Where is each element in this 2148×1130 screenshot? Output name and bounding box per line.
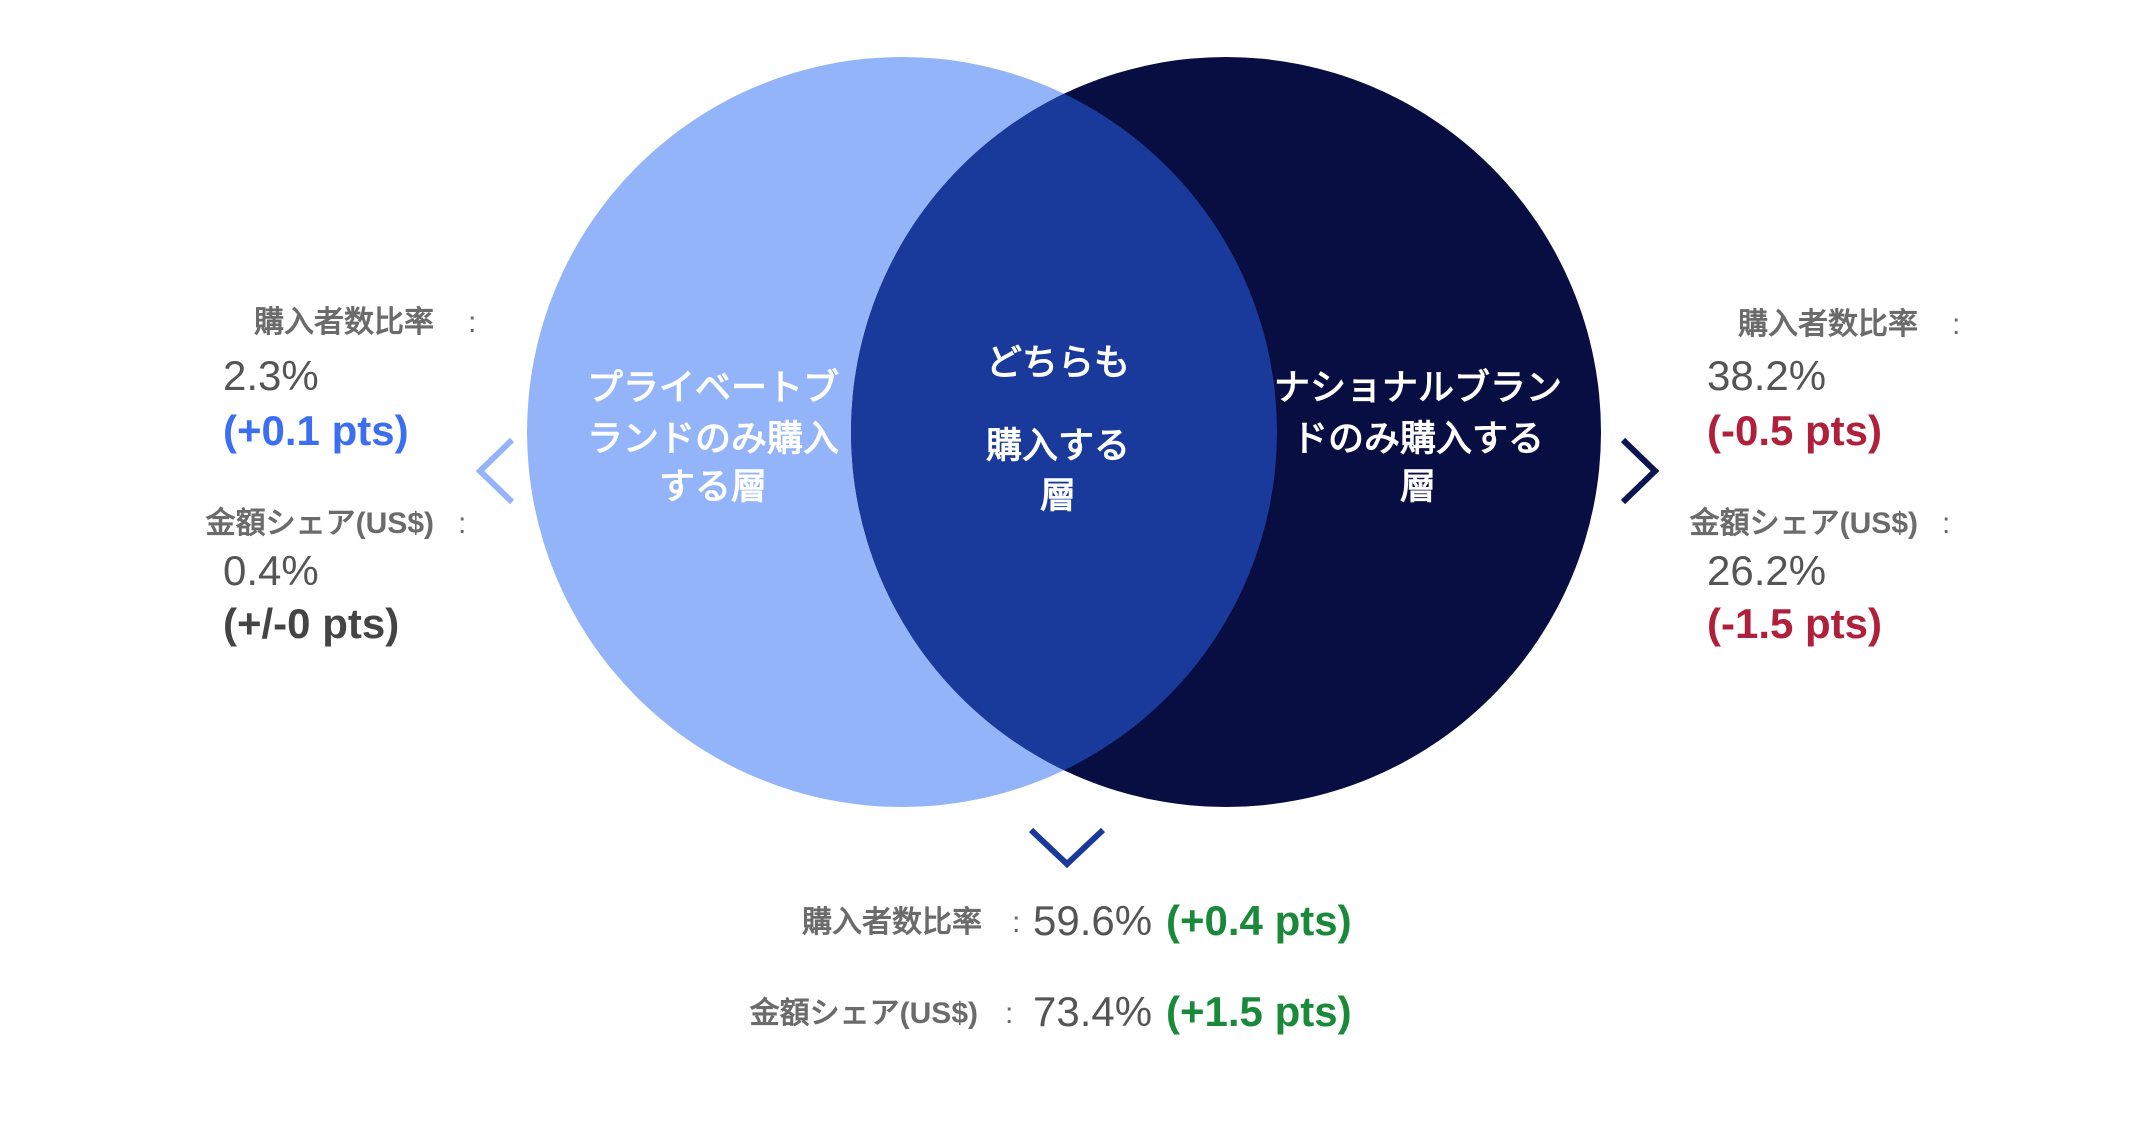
- stat-value: 26.2%: [1707, 547, 1826, 594]
- stat-value: 2.3%: [223, 352, 319, 399]
- both-title: どちらも: [986, 342, 1130, 383]
- left-title: する層: [659, 466, 767, 507]
- right-title: ドのみ購入する: [1292, 418, 1544, 459]
- stat-change: (+0.4 pts): [1166, 897, 1352, 944]
- right-title: ナショナルブラン: [1274, 367, 1562, 408]
- stat-label: 購入者数比率: [254, 306, 434, 339]
- stat-label: 購入者数比率: [802, 906, 982, 939]
- stat-value: 73.4%: [1033, 988, 1152, 1035]
- stat-change: (+1.5 pts): [1166, 988, 1352, 1035]
- left-chevron: [475, 437, 515, 505]
- both-title: 購入する: [986, 425, 1130, 466]
- both-title: 層: [1040, 475, 1076, 516]
- left-title: ランドのみ購入: [587, 418, 839, 459]
- separator: :: [458, 507, 466, 540]
- stat-change: (+0.1 pts): [223, 407, 409, 454]
- stat-label: 金額シェア(US$): [749, 996, 978, 1030]
- overlap: [851, 57, 1277, 807]
- separator: :: [1012, 906, 1020, 939]
- separator: :: [1942, 507, 1950, 540]
- stat-label: 金額シェア(US$): [1689, 506, 1918, 540]
- stat-label: 金額シェア(US$): [205, 506, 434, 540]
- left-title: プライベートブ: [587, 367, 839, 408]
- stat-change: (+/-0 pts): [223, 600, 399, 647]
- right-chevron: [1620, 437, 1660, 505]
- stat-value: 59.6%: [1033, 897, 1152, 944]
- stat-change: (-0.5 pts): [1707, 407, 1882, 454]
- stat-change: (-1.5 pts): [1707, 600, 1882, 647]
- right-title: 層: [1400, 466, 1436, 507]
- down-chevron: [1028, 827, 1106, 869]
- separator: :: [1952, 308, 1960, 341]
- stat-label: 購入者数比率: [1738, 308, 1918, 341]
- stat-value: 0.4%: [223, 547, 319, 594]
- separator: :: [1005, 997, 1013, 1030]
- separator: :: [468, 306, 476, 339]
- stat-value: 38.2%: [1707, 352, 1826, 399]
